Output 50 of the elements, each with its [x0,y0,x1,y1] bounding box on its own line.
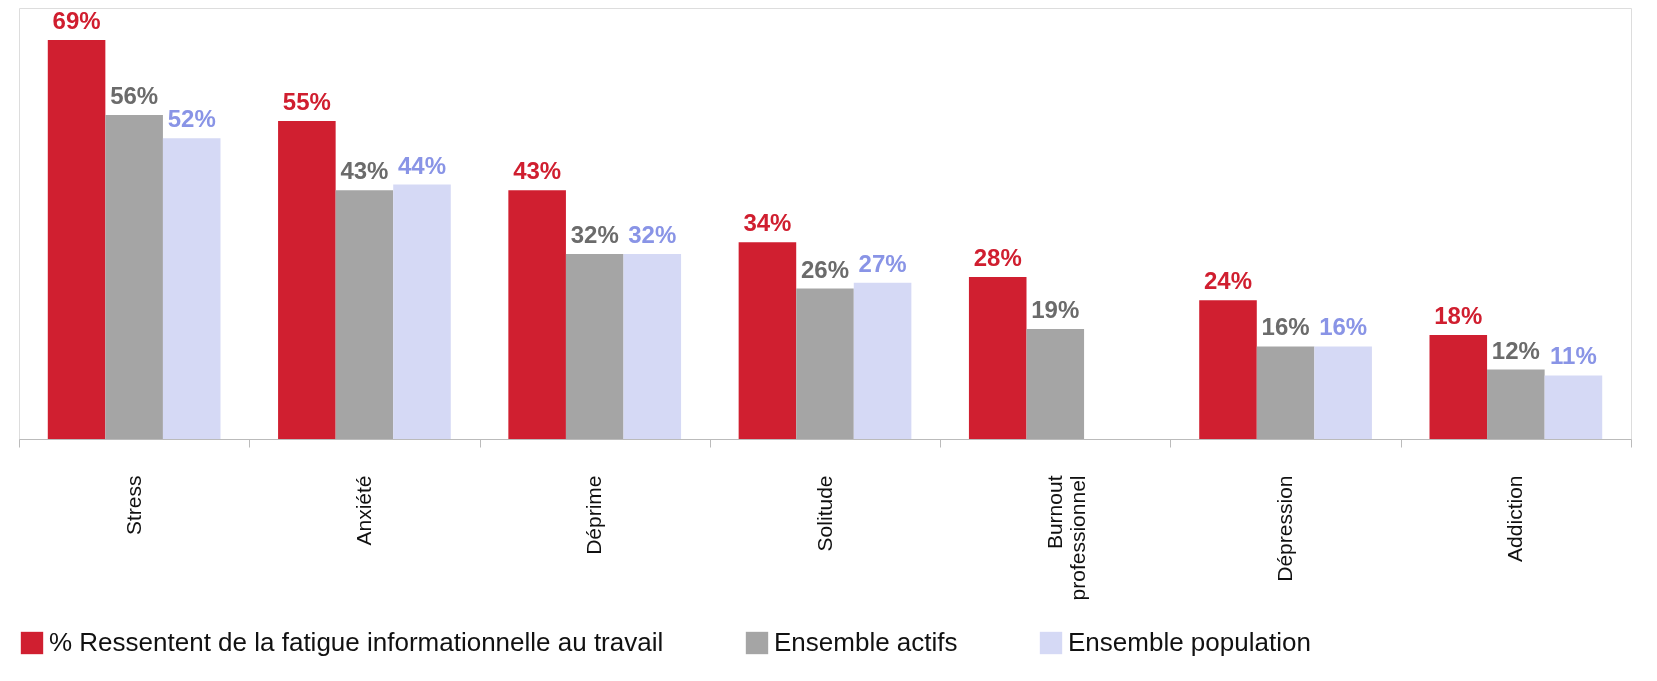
data-label: 56% [110,82,159,110]
data-label: 26% [800,255,850,283]
bar [47,39,106,439]
bar [162,138,221,439]
data-label: 43% [340,157,389,185]
bar [508,190,566,439]
data-label: 52% [167,105,216,133]
data-label: 16% [1261,313,1310,341]
bar [738,242,797,439]
bar [393,184,451,439]
legend-label: Ensemble actifs [774,627,958,657]
legend-label: % Ressentent de la fatigue informationnelle au travail [49,627,664,657]
bar [853,282,912,439]
data-label: 32% [628,220,677,248]
x-tick-label: Solitude [812,475,836,552]
bar [335,190,394,439]
legend-label: Ensemble population [1068,627,1311,657]
data-label: 32% [570,220,619,248]
x-tick-label: Dépression [1273,475,1297,582]
bar [565,253,624,439]
x-tick-label: Anxiété [351,475,375,546]
data-label: 27% [858,249,907,277]
bar [623,253,682,439]
data-label: 11% [1550,342,1597,370]
data-label: 55% [282,87,331,115]
x-tick-label: Addiction [1503,475,1527,562]
bar [1487,369,1545,439]
data-label: 34% [743,209,792,237]
data-label: 44% [397,151,447,179]
x-tick-label: Stress [121,475,145,536]
data-label: 18% [1434,301,1483,329]
bar [278,120,336,439]
bar [1026,329,1085,439]
bar [1314,346,1372,439]
bar [1199,300,1257,439]
data-label: 43% [513,157,562,185]
bar [1256,346,1315,439]
data-label: 16% [1319,313,1368,341]
bar [1429,334,1488,439]
data-label: 12% [1491,336,1540,364]
bar [796,288,854,439]
bar [968,277,1027,439]
bar [105,115,163,439]
data-label: 28% [973,244,1022,272]
x-tick-label: Déprime [582,475,606,555]
data-label: 24% [1203,267,1253,295]
data-label: 69% [52,6,101,34]
x-tick-label: Burnout professionnel [1042,475,1089,601]
data-label: 19% [1031,296,1080,324]
bar [1544,375,1603,439]
